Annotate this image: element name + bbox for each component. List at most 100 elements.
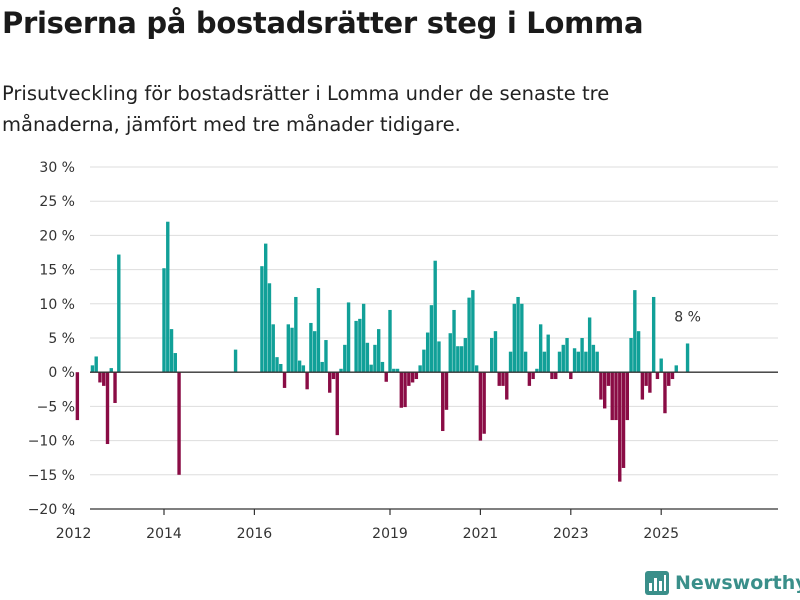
bar: [644, 372, 648, 386]
bar: [561, 344, 565, 373]
bar: [433, 260, 437, 373]
bar: [618, 372, 622, 482]
bar: [572, 348, 577, 373]
bar: [316, 288, 321, 373]
bar: [625, 372, 629, 421]
bar: [343, 344, 347, 373]
bar: [297, 360, 302, 373]
bar: [467, 297, 471, 373]
y-tick-label: 0 %: [48, 365, 75, 381]
bar: [286, 324, 290, 373]
bar-chart: −20 % −15 % −10 % −5 % 0 % 5 % 10 % 15 % 20 % 25 …: [28, 160, 778, 542]
bar: [482, 372, 486, 434]
bar: [177, 372, 181, 475]
bar: [606, 372, 611, 386]
bar: [410, 372, 415, 383]
bar: [339, 368, 343, 373]
bar: [264, 243, 268, 373]
bar: [670, 372, 675, 380]
bar: [109, 368, 113, 373]
bar: [542, 351, 547, 373]
bar: [117, 254, 121, 373]
y-tick-label: 15 %: [39, 263, 75, 279]
y-tick-label: −5 %: [37, 399, 75, 415]
bar: [535, 368, 539, 373]
bar: [294, 296, 298, 373]
y-tick-label: −10 %: [28, 434, 75, 450]
bar: [354, 320, 358, 373]
bar: [301, 365, 306, 373]
bar: [98, 372, 102, 383]
x-tick-label: 2014: [146, 526, 182, 542]
bar: [448, 333, 452, 373]
bar: [508, 351, 513, 373]
bar-chart-logo-icon: [645, 571, 669, 595]
bar: [102, 372, 106, 386]
bar: [384, 372, 388, 382]
bar: [516, 296, 520, 373]
bar: [527, 372, 532, 386]
bar: [554, 372, 558, 380]
bar: [584, 351, 588, 373]
bar: [523, 351, 528, 373]
bar: [260, 266, 264, 373]
bar: [640, 372, 645, 400]
bar: [576, 351, 581, 373]
bar: [233, 349, 238, 373]
bar: [565, 338, 569, 373]
page-subtitle: Prisutveckling för bostadsrätter i Lomma…: [2, 82, 610, 136]
bar: [75, 372, 80, 421]
bar: [546, 334, 550, 373]
bar: [388, 309, 392, 373]
bar: [663, 372, 667, 414]
bar: [282, 372, 287, 388]
y-tick-label: 20 %: [39, 228, 75, 244]
bar: [90, 365, 95, 373]
bar: [452, 309, 456, 373]
y-tick-label: 30 %: [39, 160, 75, 176]
bar: [414, 372, 419, 380]
bar: [275, 357, 279, 373]
bar: [674, 365, 678, 373]
x-tick-label: 2021: [463, 526, 499, 542]
bar: [497, 372, 501, 386]
bar: [538, 324, 543, 373]
bar: [569, 372, 573, 380]
bar: [173, 353, 177, 373]
bar: [407, 372, 411, 386]
bar: [320, 361, 324, 373]
bar: [331, 372, 336, 380]
bar: [648, 372, 652, 393]
bar: [471, 290, 475, 373]
y-tick-label: 10 %: [39, 297, 75, 313]
bar: [505, 372, 509, 400]
bar: [599, 372, 603, 400]
bar: [309, 322, 313, 373]
bar: [557, 351, 562, 373]
bar: [358, 318, 362, 373]
y-tick-label: 5 %: [48, 331, 75, 347]
bar: [392, 368, 396, 373]
bar: [463, 338, 468, 373]
bar: [399, 372, 403, 408]
bar: [659, 358, 663, 373]
bar: [444, 372, 449, 410]
bar: [629, 338, 633, 373]
bar: [418, 365, 422, 373]
bar: [346, 302, 351, 373]
bar: [474, 365, 479, 373]
bar: [271, 324, 275, 373]
bar: [403, 372, 407, 408]
bar: [587, 317, 592, 373]
newsworthy-logo: Newsworthy: [645, 568, 800, 598]
bar: [312, 331, 317, 373]
y-tick-label: −15 %: [28, 468, 75, 484]
bar: [395, 368, 400, 373]
bar: [94, 356, 98, 373]
bar: [422, 349, 426, 373]
bar: [603, 372, 607, 409]
bar: [105, 372, 110, 445]
bar: [512, 303, 516, 373]
bar: [373, 344, 377, 373]
bar: [290, 327, 294, 373]
